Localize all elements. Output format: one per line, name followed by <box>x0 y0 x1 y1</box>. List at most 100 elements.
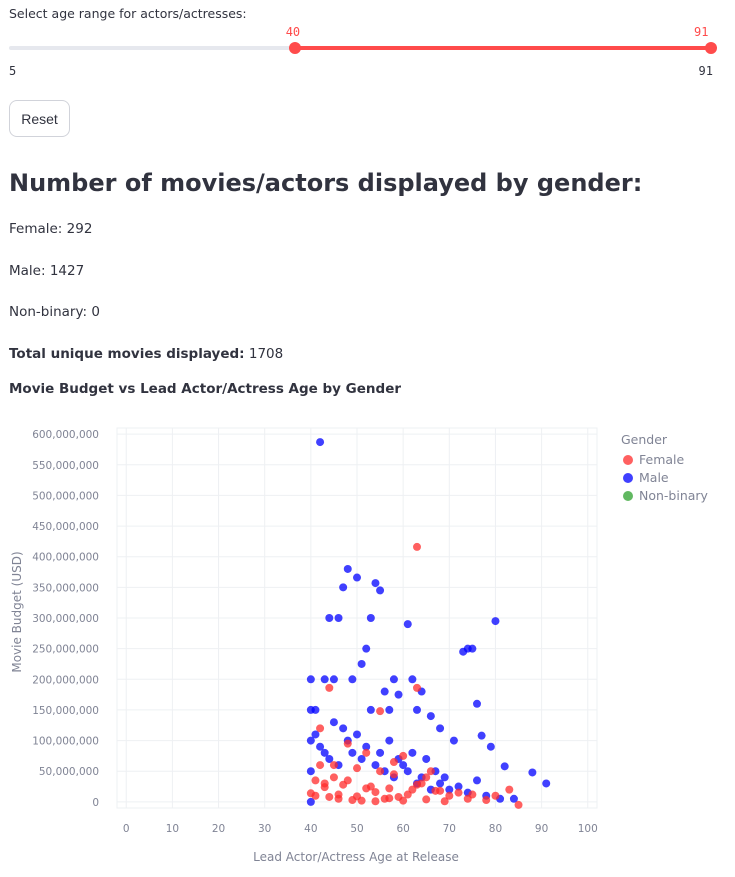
scatter-point-male[interactable] <box>426 712 435 721</box>
scatter-point-male[interactable] <box>394 690 403 699</box>
scatter-point-female[interactable] <box>482 796 491 805</box>
slider-low-handle[interactable] <box>288 42 301 54</box>
scatter-point-female[interactable] <box>399 796 408 805</box>
legend-item[interactable]: Non-binary <box>639 488 709 503</box>
scatter-point-male[interactable] <box>306 767 315 776</box>
scatter-point-female[interactable] <box>426 767 435 776</box>
scatter-point-female[interactable] <box>362 784 371 793</box>
scatter-point-male[interactable] <box>477 731 486 740</box>
scatter-point-male[interactable] <box>311 730 320 739</box>
scatter-point-female[interactable] <box>463 794 472 803</box>
scatter-point-male[interactable] <box>362 644 371 653</box>
scatter-point-male[interactable] <box>371 761 380 770</box>
scatter-point-male[interactable] <box>306 797 315 806</box>
scatter-point-male[interactable] <box>325 754 334 763</box>
scatter-point-male[interactable] <box>306 675 315 684</box>
scatter-point-male[interactable] <box>385 736 394 745</box>
scatter-point-female[interactable] <box>353 764 361 773</box>
scatter-point-female[interactable] <box>403 790 412 799</box>
legend-item[interactable]: Female <box>639 452 685 467</box>
scatter-point-male[interactable] <box>528 768 537 777</box>
scatter-point-female[interactable] <box>399 751 408 760</box>
scatter-point-male[interactable] <box>348 748 357 757</box>
scatter-point-male[interactable] <box>445 785 454 794</box>
scatter-point-female[interactable] <box>389 758 398 767</box>
scatter-point-female[interactable] <box>329 761 338 770</box>
scatter-point-female[interactable] <box>353 792 361 801</box>
scatter-point-male[interactable] <box>316 742 325 751</box>
scatter-point-male[interactable] <box>385 705 394 714</box>
scatter-point-female[interactable] <box>440 797 449 806</box>
scatter-point-male[interactable] <box>454 782 463 791</box>
scatter-point-male[interactable] <box>306 705 315 714</box>
scatter-point-male[interactable] <box>334 614 343 622</box>
legend-item[interactable]: Male <box>639 470 669 485</box>
scatter-point-female[interactable] <box>334 790 343 799</box>
scatter-point-male[interactable] <box>371 579 380 588</box>
scatter-point-male[interactable] <box>408 675 417 684</box>
scatter-point-male[interactable] <box>413 705 421 714</box>
scatter-point-male[interactable] <box>320 748 329 757</box>
scatter-point-male[interactable] <box>486 742 495 751</box>
scatter-point-male[interactable] <box>440 773 449 782</box>
scatter-point-male[interactable] <box>473 699 481 708</box>
scatter-point-male[interactable] <box>403 620 412 629</box>
scatter-point-male[interactable] <box>366 614 375 622</box>
scatter-point-male[interactable] <box>353 573 361 582</box>
scatter-point-female[interactable] <box>413 683 421 692</box>
scatter-point-male[interactable] <box>491 617 500 626</box>
scatter-point-female[interactable] <box>385 784 394 793</box>
scatter-point-male[interactable] <box>357 754 366 763</box>
scatter-point-female[interactable] <box>325 792 334 801</box>
scatter-point-male[interactable] <box>329 675 338 684</box>
scatter-point-female[interactable] <box>343 739 352 748</box>
scatter-point-female[interactable] <box>371 797 380 806</box>
reset-button[interactable]: Reset <box>9 100 70 137</box>
scatter-point-female[interactable] <box>431 786 440 795</box>
scatter-point-male[interactable] <box>399 761 408 770</box>
scatter-point-female[interactable] <box>389 770 398 779</box>
scatter-point-male[interactable] <box>366 705 375 714</box>
scatter-point-male[interactable] <box>389 675 398 684</box>
scatter-point-male[interactable] <box>542 779 551 788</box>
scatter-point-female[interactable] <box>320 783 329 792</box>
scatter-point-female[interactable] <box>422 795 431 804</box>
scatter-point-male[interactable] <box>449 736 458 745</box>
scatter-point-female[interactable] <box>325 683 334 692</box>
scatter-point-male[interactable] <box>306 736 315 745</box>
scatter-point-male[interactable] <box>473 776 481 785</box>
scatter-point-male[interactable] <box>408 748 417 757</box>
scatter-point-male[interactable] <box>436 724 445 733</box>
scatter-point-female[interactable] <box>362 748 371 757</box>
scatter-point-male[interactable] <box>353 730 361 739</box>
scatter-point-female[interactable] <box>329 773 338 782</box>
scatter-point-female[interactable] <box>454 788 463 797</box>
scatter-point-male[interactable] <box>500 762 509 771</box>
scatter-point-female[interactable] <box>491 791 500 800</box>
scatter-point-male[interactable] <box>320 675 329 684</box>
scatter-point-male[interactable] <box>376 586 385 595</box>
scatter-point-female[interactable] <box>316 724 325 733</box>
scatter-point-female[interactable] <box>514 800 523 809</box>
scatter-point-female[interactable] <box>343 776 352 785</box>
scatter-point-female[interactable] <box>316 761 325 770</box>
scatter-point-male[interactable] <box>376 748 385 757</box>
scatter-point-male[interactable] <box>422 754 431 763</box>
scatter-point-female[interactable] <box>376 767 385 776</box>
scatter-point-male[interactable] <box>339 583 348 592</box>
scatter-point-male[interactable] <box>509 794 518 803</box>
scatter-point-female[interactable] <box>371 788 380 797</box>
scatter-point-female[interactable] <box>505 785 514 794</box>
scatter-point-female[interactable] <box>422 773 431 782</box>
scatter-point-male[interactable] <box>339 724 348 733</box>
scatter-chart[interactable]: 0 50,000,000 100,000,000 150,000,000 200,000… <box>0 410 735 877</box>
scatter-point-male[interactable] <box>329 718 338 727</box>
scatter-point-female[interactable] <box>376 707 385 716</box>
scatter-point-female[interactable] <box>385 794 394 803</box>
scatter-point-male[interactable] <box>343 564 352 573</box>
scatter-point-female[interactable] <box>311 776 320 785</box>
slider-high-handle[interactable] <box>705 42 717 54</box>
scatter-point-male[interactable] <box>348 675 357 684</box>
scatter-point-male[interactable] <box>325 614 334 622</box>
scatter-point-male[interactable] <box>403 767 412 776</box>
